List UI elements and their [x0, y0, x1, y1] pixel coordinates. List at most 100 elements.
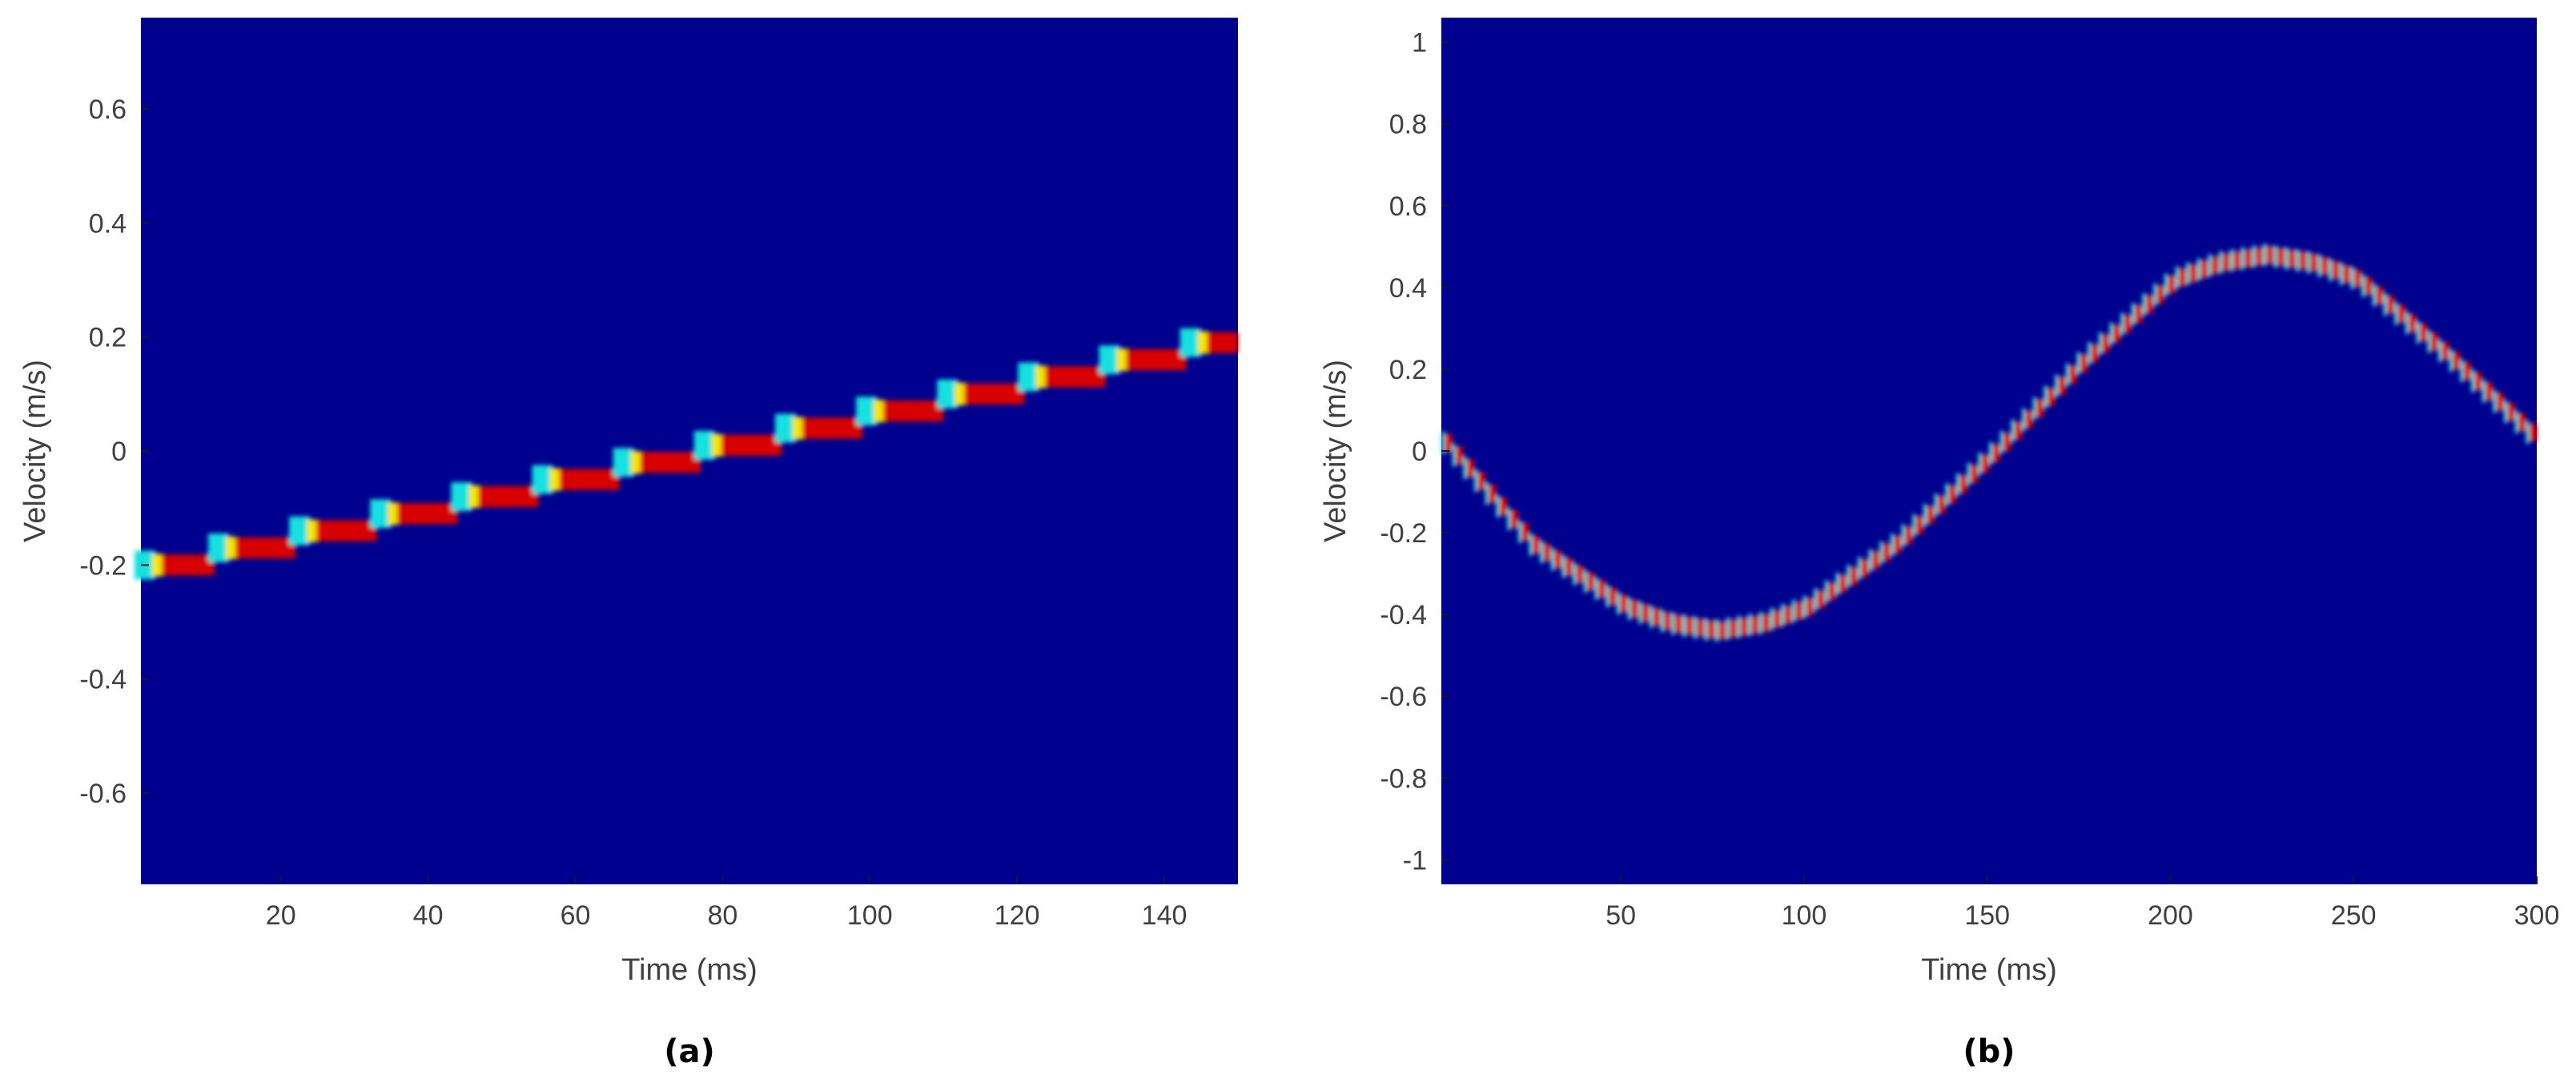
ridge-segment-b-87 — [2397, 304, 2405, 323]
ridge-segment-b-69-edge — [2196, 258, 2201, 281]
ridge-segment-b-0-edge — [1441, 431, 1445, 454]
ridge-segment-b-3 — [1477, 472, 1485, 490]
ridge-segment-b-54-edge — [2032, 397, 2036, 420]
ridge-segment-b-38 — [1860, 559, 1869, 578]
heatmap-a-y-tick-label: 0 — [111, 437, 127, 467]
ridge-segment-b-20 — [1663, 612, 1672, 630]
ridge-segment-b-80-edge — [2317, 254, 2321, 277]
ridge-segment-b-36-edge — [1835, 572, 1839, 595]
ridge-segment-b-28 — [1751, 615, 1759, 634]
ridge-segment-b-1 — [1455, 446, 1464, 465]
ridge-segment-b-49 — [1981, 454, 1989, 473]
ridge-segment-a-12-edge — [1099, 345, 1120, 375]
ridge-segment-b-68 — [2189, 264, 2197, 283]
ridge-segment-a-12-mid — [1116, 348, 1128, 372]
heatmap-b-y-tick-label: 0.4 — [1389, 273, 1427, 304]
ridge-segment-b-77-edge — [2285, 247, 2289, 270]
ridge-segment-b-40 — [1883, 543, 1891, 562]
ridge-segment-b-47-edge — [1955, 473, 1960, 496]
ridge-segment-b-89 — [2419, 324, 2428, 342]
ridge-segment-b-64-edge — [2142, 292, 2146, 316]
ridge-segment-b-38-edge — [1857, 557, 1861, 580]
heatmap-a-x-axis-label: Time (ms) — [621, 953, 758, 987]
ridge-segment-a-3-edge — [370, 499, 392, 529]
ridge-segment-b-90-edge — [2427, 330, 2431, 353]
ridge-segment-b-62-edge — [2120, 312, 2124, 336]
ridge-segment-b-91 — [2441, 342, 2449, 360]
ridge-segment-b-41 — [1893, 535, 1902, 554]
ridge-segment-b-27-edge — [1737, 615, 1741, 638]
ridge-segment-b-67 — [2178, 268, 2187, 287]
ridge-segment-b-13-edge — [1583, 570, 1587, 593]
ridge-segment-a-1-edge — [207, 533, 229, 563]
ridge-segment-b-4 — [1488, 485, 1497, 503]
heatmap-b-y-axis-label: Velocity (m/s) — [1319, 360, 1352, 542]
ridge-segment-b-73-edge — [2240, 247, 2244, 270]
ridge-segment-b-94-edge — [2470, 369, 2475, 393]
heatmap-b-y-tick-label: -0.8 — [1380, 763, 1427, 794]
heatmap-a-x-tick-label: 80 — [707, 900, 737, 931]
ridge-segment-a-4-edge — [451, 481, 472, 511]
heatmap-panel-b: -1 -0.8 -0.6 -0.4 -0.2 0 0.2 0.4 0.6 0.8 1 50 100 15… — [1319, 18, 2559, 1070]
ridge-segment-b-39-edge — [1868, 549, 1872, 572]
ridge-segment-b-97 — [2507, 403, 2515, 421]
ridge-segment-a-8 — [802, 417, 863, 439]
ridge-segment-a-12 — [1126, 349, 1187, 371]
ridge-segment-b-2 — [1466, 459, 1475, 477]
ridge-segment-b-78 — [2299, 252, 2307, 270]
ridge-segment-b-95 — [2485, 382, 2494, 401]
ridge-segment-b-50 — [1992, 444, 2000, 462]
heatmap-a-y-tick-label: -0.6 — [79, 779, 127, 809]
ridge-segment-b-44 — [1927, 505, 1935, 524]
ridge-segment-b-63-edge — [2131, 303, 2135, 326]
ridge-segment-b-43 — [1915, 516, 1923, 534]
ridge-segment-b-96 — [2496, 393, 2504, 411]
ridge-segment-b-74-edge — [2252, 245, 2256, 268]
ridge-segment-b-89-edge — [2416, 321, 2420, 344]
ridge-segment-b-58-edge — [2076, 352, 2080, 375]
ridge-segment-b-17 — [1630, 600, 1639, 618]
ridge-segment-b-79-edge — [2306, 251, 2310, 274]
ridge-segment-b-11 — [1565, 558, 1573, 576]
ridge-segment-a-0 — [162, 554, 215, 576]
ridge-segment-a-10-mid — [954, 382, 967, 405]
ridge-segment-b-14 — [1597, 580, 1606, 598]
ridge-segment-a-6-mid — [630, 451, 642, 474]
ridge-segment-b-8 — [1532, 535, 1541, 554]
heatmap-b-panel-label: (b) — [1963, 1033, 2015, 1070]
ridge-segment-b-36 — [1839, 574, 1847, 593]
ridge-segment-b-15-edge — [1605, 585, 1609, 608]
ridge-segment-a-7 — [721, 434, 782, 456]
ridge-segment-b-43-edge — [1912, 513, 1916, 537]
heatmap-a-y-tick-label: 0.2 — [89, 323, 127, 353]
ridge-segment-b-21-edge — [1671, 612, 1675, 635]
ridge-segment-a-13 — [1207, 332, 1238, 353]
ridge-segment-b-7-edge — [1517, 521, 1521, 544]
ridge-segment-b-22-edge — [1682, 614, 1686, 638]
ridge-segment-b-40-edge — [1879, 541, 1883, 564]
ridge-segment-b-41-edge — [1890, 533, 1894, 556]
heatmap-a-x-ticks: 20 40 60 80 100 120 140 — [266, 876, 1187, 931]
ridge-segment-a-5 — [559, 469, 620, 490]
ridge-segment-b-31 — [1784, 606, 1792, 624]
ridge-segment-b-71-edge — [2219, 251, 2223, 274]
ridge-segment-b-52-edge — [2011, 419, 2015, 442]
heatmap-b-y-tick-label: -0.2 — [1380, 518, 1427, 549]
ridge-segment-b-64 — [2145, 295, 2154, 313]
ridge-segment-b-42-edge — [1901, 524, 1905, 547]
ridge-segment-a-13-mid — [1197, 331, 1209, 354]
ridge-segment-a-1 — [235, 537, 296, 559]
ridge-segment-b-9 — [1543, 543, 1551, 562]
heatmap-a-y-axis-label: Velocity (m/s) — [18, 360, 52, 542]
ridge-segment-b-35 — [1827, 582, 1836, 601]
ridge-segment-b-93 — [2463, 362, 2471, 380]
heatmap-b-y-tick-label: 0.8 — [1389, 110, 1427, 140]
ridge-segment-b-5 — [1499, 497, 1508, 516]
ridge-segment-b-16-edge — [1616, 592, 1620, 615]
ridge-segment-b-50-edge — [1989, 441, 1993, 465]
heatmap-a-x-tick-label: 120 — [995, 900, 1040, 931]
ridge-segment-b-79 — [2309, 253, 2318, 272]
ridge-segment-b-33 — [1806, 598, 1814, 616]
ridge-segment-b-26 — [1729, 619, 1738, 638]
ridge-segment-b-86-edge — [2383, 293, 2387, 316]
